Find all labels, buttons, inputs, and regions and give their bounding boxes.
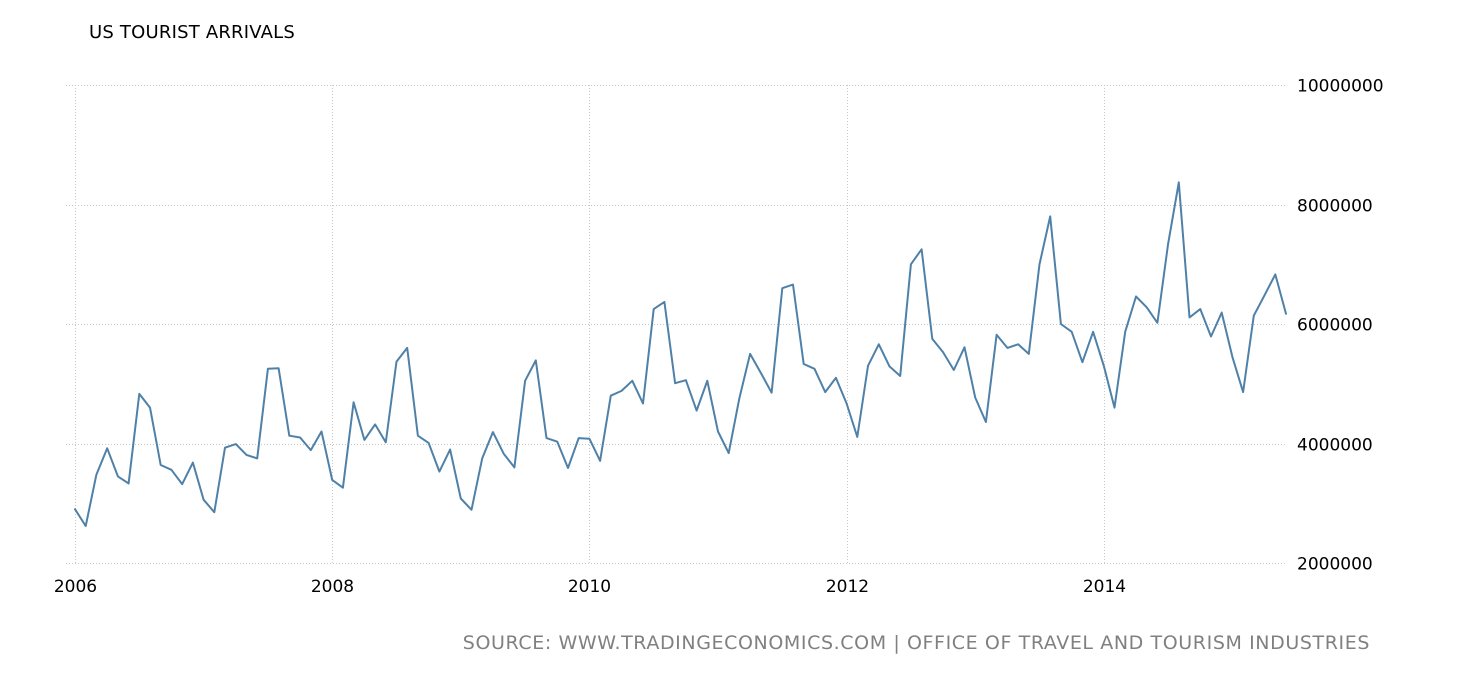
y-tick-label: 2000000 (1297, 555, 1373, 575)
y-axis: 2000000 4000000 6000000 8000000 10000000 (1297, 77, 1384, 575)
y-tick-label: 10000000 (1297, 77, 1384, 97)
x-tick-label: 2008 (311, 577, 354, 597)
chart-title: US TOURIST ARRIVALS (89, 22, 295, 43)
x-axis: 2006 2008 2010 2012 2014 (54, 577, 1126, 597)
y-tick-label: 8000000 (1297, 197, 1373, 217)
x-tick-label: 2010 (568, 577, 611, 597)
source-note: SOURCE: WWW.TRADINGECONOMICS.COM | OFFIC… (462, 632, 1370, 654)
x-tick-label: 2012 (826, 577, 869, 597)
y-tick-label: 4000000 (1297, 436, 1373, 456)
x-tick-label: 2006 (54, 577, 97, 597)
y-tick-label: 6000000 (1297, 316, 1373, 336)
series-line (74, 181, 1287, 527)
plot-area (74, 181, 1287, 527)
x-tick-label: 2014 (1083, 577, 1126, 597)
grid-lines (66, 85, 1285, 564)
